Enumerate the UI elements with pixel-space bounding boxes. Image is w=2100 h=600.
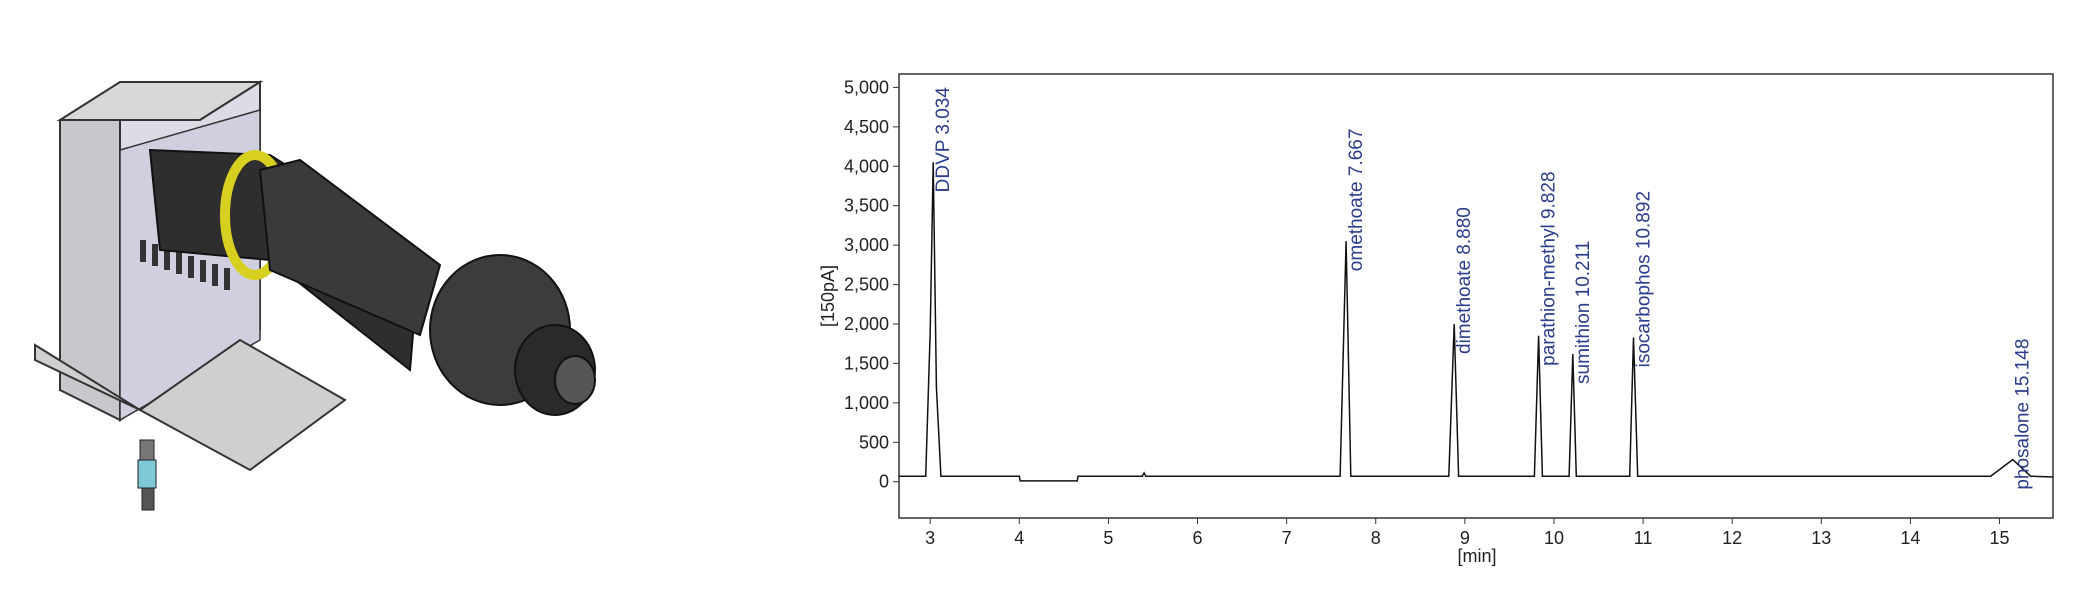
y-tick-label: 2,000 [844, 314, 889, 334]
peak-label: sumithion 10.211 [1573, 241, 1594, 384]
y-tick-label: 500 [859, 432, 889, 452]
x-axis-label: [min] [1457, 546, 1496, 566]
connector [139, 439, 155, 461]
slots [140, 240, 230, 290]
peak-label: parathion-methyl 9.828 [1539, 171, 1560, 365]
y-tick-label: 3,500 [844, 196, 889, 216]
peak-label: isocarbophos 10.892 [1633, 191, 1654, 367]
y-tick-label: 1,500 [844, 353, 889, 373]
x-tick-label: 10 [1544, 528, 1564, 548]
y-tick-label: 3,000 [844, 235, 889, 255]
y-tick-label: 4,000 [844, 156, 889, 176]
trace [899, 162, 2054, 482]
base-plate [34, 338, 347, 472]
peak-label: phosalone 15.148 [2013, 339, 2034, 490]
plot-frame [898, 73, 2054, 519]
x-tick-label: 9 [1460, 528, 1470, 548]
x-tick-label: 11 [1634, 528, 1653, 548]
x-tick-label: 3 [925, 528, 935, 548]
x-tick-label: 12 [1722, 528, 1742, 548]
device-illustration [34, 80, 596, 511]
peak-label: dimethoate 8.880 [1454, 207, 1475, 354]
y-tick-label: 5,000 [844, 77, 889, 97]
y-tick-label: 1,000 [844, 393, 889, 413]
peak-label: DDVP 3.034 [933, 87, 954, 193]
x-tick-label: 5 [1103, 528, 1113, 548]
y-tick-label: 0 [879, 472, 889, 492]
x-tick-label: 15 [1990, 528, 2010, 548]
y-axis-label: [150pA] [818, 265, 838, 327]
y-tick-label: 2,500 [844, 275, 889, 295]
lens-cap [554, 355, 596, 405]
x-tick-label: 4 [1014, 528, 1024, 548]
x-tick-label: 7 [1282, 528, 1292, 548]
x-tick-label: 6 [1193, 528, 1203, 548]
tube [258, 158, 442, 337]
x-tick-label: 13 [1811, 528, 1831, 548]
fitting [137, 459, 157, 489]
peak-label: omethoate 7.667 [1346, 129, 1367, 272]
fitting-end [141, 487, 155, 511]
x-tick-label: 8 [1371, 528, 1381, 548]
x-tick-label: 14 [1900, 528, 1920, 548]
y-tick-label: 4,500 [844, 117, 889, 137]
